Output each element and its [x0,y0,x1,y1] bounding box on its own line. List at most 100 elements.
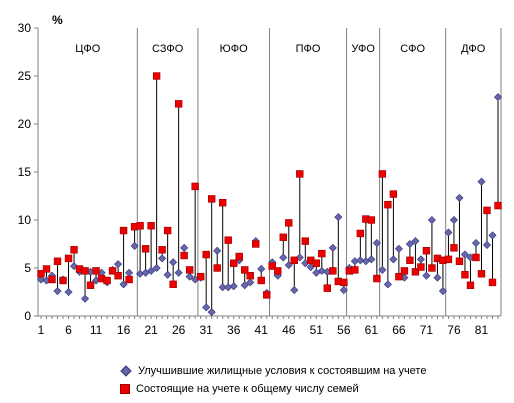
legend-square-marker [120,384,130,394]
series-2-point [42,265,51,273]
series-1-point [471,239,481,248]
series-2-point [340,278,348,287]
series-2-point [224,236,232,244]
series-2-point [202,250,210,259]
series-1-point [257,264,266,273]
legend-item-series-2: Состоящие на учете к общему числу семей [120,380,426,398]
series-1-point [163,270,172,279]
series-2-point [301,237,309,245]
x-tick-label: 61 [365,323,379,337]
series-2-point [53,257,62,265]
y-tick-label: 30 [18,21,32,35]
series-1-point [114,260,123,269]
series-2-point [185,266,194,274]
series-2-point [230,259,238,267]
series-1-point [317,266,326,275]
series-2-point [37,270,45,278]
district-label: СФО [400,43,425,55]
series-1-point [130,241,139,250]
legend-diamond-marker [120,365,132,377]
series-2-point [450,244,458,252]
district-label: ДФО [461,43,486,55]
series-1-point [240,281,249,290]
series-1-point [389,255,398,264]
x-tick-label: 11 [90,323,103,337]
series-2-point [384,200,392,209]
series-2-point [92,267,100,275]
series-1-point [147,266,156,275]
x-tick-label: 6 [65,323,72,337]
series-2-point [461,271,469,279]
x-tick-label: 76 [447,323,461,337]
series-1-point [185,272,194,281]
series-1-point [339,286,348,295]
series-1-point [482,240,492,249]
series-1-point [174,268,183,277]
series-2-point [213,264,221,272]
district-label: УФО [351,43,375,55]
series-2-point [136,222,144,230]
series-2-point [296,170,304,178]
series-2-point [252,240,260,248]
y-tick-label: 10 [18,213,32,227]
series-2-point [163,226,172,235]
x-tick-label: 51 [310,323,324,337]
series-2-point [241,266,249,274]
series-1-point [427,215,436,225]
x-tick-label: 41 [255,323,269,337]
legend-label-series-1: Улучшившие жилищные условия к состоявшим… [138,365,427,377]
series-1-point [290,286,299,295]
district-label: ЦФО [75,43,101,55]
y-tick-label: 25 [18,69,32,83]
series-2-point [191,182,199,191]
series-2-point [367,216,376,224]
series-1-point [394,244,403,253]
series-2-point [494,201,502,210]
series-1-point [367,255,376,264]
series-2-point [422,247,431,255]
x-tick-label: 66 [392,323,406,337]
series-1-point [279,253,288,262]
series-1-point [213,246,222,255]
series-1-point [328,243,337,252]
series-2-point [125,275,133,284]
x-tick-label: 21 [144,323,158,337]
series-1-point [180,243,189,252]
x-tick-label: 81 [475,323,489,337]
series-2-point [417,263,425,271]
series-1-point [36,275,46,284]
series-2-point [180,251,188,260]
series-1-point [158,254,167,263]
series-2-point [373,274,381,283]
series-2-point [141,245,150,253]
series-2-point [351,266,359,274]
series-2-point [323,284,332,292]
series-2-point [312,259,321,267]
series-2-point [389,190,398,198]
series-1-point [438,287,447,296]
series-2-point [119,226,128,235]
series-2-point [70,246,78,254]
series-2-point [428,264,436,272]
series-2-point [466,281,475,289]
series-1-point [488,231,497,240]
series-1-point [295,253,304,262]
series-1-point [356,256,365,265]
district-label: ПФО [296,43,321,55]
series-1-point [202,303,211,312]
legend-label-series-2: Состоящие на учете к общему числу семей [136,383,359,395]
district-label: СЗФО [152,43,184,55]
series-2-point [114,271,122,280]
series-2-point [263,291,271,299]
x-tick-label: 56 [337,323,351,337]
y-tick-label: 5 [24,261,31,275]
series-2-point [48,275,56,284]
legend-item-series-1: Улучшившие жилищные условия к состоявшим… [120,362,426,380]
series-2-point [147,222,155,230]
series-2-point [395,272,403,281]
series-1-point [455,193,464,202]
series-1-point [493,93,503,102]
series-1-point [246,278,255,287]
series-2-point [268,262,276,270]
